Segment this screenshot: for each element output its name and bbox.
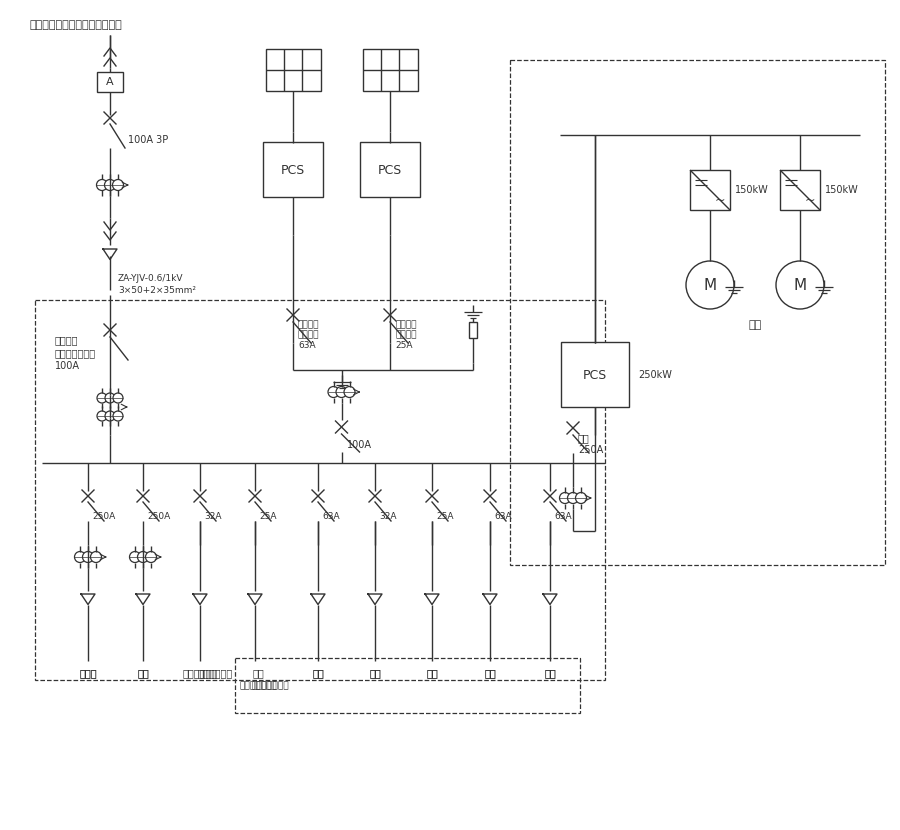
Circle shape xyxy=(83,551,94,563)
Bar xyxy=(690,170,730,210)
Text: 备用: 备用 xyxy=(484,668,496,678)
Text: 失压脱受: 失压脱受 xyxy=(298,330,320,339)
Text: 磁悬浮轴承电源: 磁悬浮轴承电源 xyxy=(239,681,277,691)
Text: 备用: 备用 xyxy=(312,668,324,678)
Text: PCS: PCS xyxy=(281,164,305,177)
Text: 备用: 备用 xyxy=(369,668,381,678)
Circle shape xyxy=(105,411,115,421)
Text: 63A: 63A xyxy=(322,511,339,520)
Circle shape xyxy=(328,387,339,398)
Text: 飞轮辅助电源: 飞轮辅助电源 xyxy=(197,668,232,678)
Text: 备用: 备用 xyxy=(426,668,438,678)
Text: 备用: 备用 xyxy=(544,668,556,678)
Text: 63A: 63A xyxy=(554,511,572,520)
Text: 250A: 250A xyxy=(147,511,170,520)
Bar xyxy=(510,60,885,565)
Text: 25A: 25A xyxy=(436,511,454,520)
Text: 备用: 备用 xyxy=(312,668,324,678)
Bar xyxy=(266,49,320,91)
Text: 飞轮辅助电源: 飞轮辅助电源 xyxy=(183,668,218,678)
Text: 100A: 100A xyxy=(346,440,372,450)
Text: M: M xyxy=(704,277,716,292)
Text: 失压脱受: 失压脱受 xyxy=(395,330,417,339)
Text: 市电进线: 市电进线 xyxy=(55,335,78,345)
Bar xyxy=(235,658,580,713)
Text: 250A: 250A xyxy=(92,511,115,520)
Circle shape xyxy=(105,393,115,403)
Text: 充电桩: 充电桩 xyxy=(79,668,97,678)
Text: 32A: 32A xyxy=(379,511,397,520)
Text: 63A: 63A xyxy=(298,340,316,349)
Text: 备用: 备用 xyxy=(137,668,148,678)
Text: ~: ~ xyxy=(715,193,725,207)
Circle shape xyxy=(575,492,587,504)
Text: 飞轮: 飞轮 xyxy=(578,433,590,443)
Circle shape xyxy=(112,179,123,191)
Circle shape xyxy=(97,411,107,421)
Text: 25A: 25A xyxy=(395,340,412,349)
Text: A: A xyxy=(106,77,113,87)
Bar xyxy=(780,170,820,210)
Text: 150kW: 150kW xyxy=(735,185,769,195)
Text: M: M xyxy=(794,277,806,292)
Bar xyxy=(97,72,123,92)
Bar xyxy=(363,49,418,91)
Text: 备用: 备用 xyxy=(137,668,148,678)
Text: 250kW: 250kW xyxy=(638,370,672,380)
Text: 备用: 备用 xyxy=(369,668,381,678)
Text: 100A 3P: 100A 3P xyxy=(128,135,168,145)
Text: 25A: 25A xyxy=(259,511,276,520)
Text: 光伏进线: 光伏进线 xyxy=(395,320,417,330)
Circle shape xyxy=(113,411,123,421)
Text: 磁悬浮轴承电源: 磁悬浮轴承电源 xyxy=(251,681,289,691)
Circle shape xyxy=(75,551,86,563)
Text: 63A: 63A xyxy=(494,511,511,520)
Text: 光伏进线: 光伏进线 xyxy=(298,320,320,330)
Text: 100A: 100A xyxy=(55,361,80,371)
Text: PCS: PCS xyxy=(378,164,402,177)
Text: 3×50+2×35mm²: 3×50+2×35mm² xyxy=(118,286,196,295)
Circle shape xyxy=(146,551,157,563)
Circle shape xyxy=(113,393,123,403)
Text: 充电桩: 充电桩 xyxy=(79,668,97,678)
Text: 150kW: 150kW xyxy=(825,185,859,195)
Text: ~: ~ xyxy=(805,193,815,207)
Bar xyxy=(469,322,477,338)
Text: 备用: 备用 xyxy=(544,668,556,678)
Bar xyxy=(360,143,420,198)
Bar xyxy=(35,300,605,680)
Circle shape xyxy=(96,179,107,191)
Text: 备用: 备用 xyxy=(484,668,496,678)
Bar xyxy=(263,143,323,198)
Circle shape xyxy=(91,551,102,563)
Text: PCS: PCS xyxy=(583,369,608,382)
Text: 加防逆功率装置: 加防逆功率装置 xyxy=(55,348,96,358)
Circle shape xyxy=(560,492,571,504)
Circle shape xyxy=(336,387,347,398)
Text: 备用: 备用 xyxy=(252,668,264,678)
Circle shape xyxy=(686,261,734,309)
Bar xyxy=(561,343,629,408)
Circle shape xyxy=(130,551,140,563)
Text: 飞轮: 飞轮 xyxy=(749,320,761,330)
Text: 32A: 32A xyxy=(204,511,221,520)
Circle shape xyxy=(104,179,115,191)
Circle shape xyxy=(344,387,355,398)
Text: 备用: 备用 xyxy=(426,668,438,678)
Circle shape xyxy=(776,261,824,309)
Text: 250A: 250A xyxy=(578,445,603,455)
Text: 现有低压柜（冷机水泵配电柜）: 现有低压柜（冷机水泵配电柜） xyxy=(30,20,122,30)
Circle shape xyxy=(138,551,148,563)
Text: ZA-YJV-0.6/1kV: ZA-YJV-0.6/1kV xyxy=(118,274,184,282)
Circle shape xyxy=(568,492,579,504)
Circle shape xyxy=(97,393,107,403)
